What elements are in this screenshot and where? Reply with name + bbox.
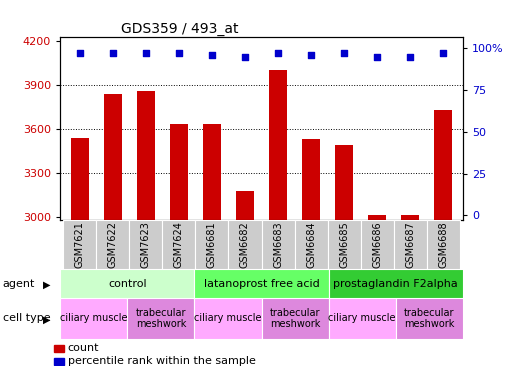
Bar	[236, 191, 254, 366]
Bar	[195, 269, 328, 298]
Text: trabecular
meshwork: trabecular meshwork	[270, 307, 320, 329]
Point	[439, 51, 447, 56]
Bar	[368, 215, 386, 366]
Text: trabecular
meshwork: trabecular meshwork	[135, 307, 186, 329]
Text: percentile rank within the sample: percentile rank within the sample	[68, 356, 256, 366]
Bar	[203, 124, 221, 366]
Bar	[434, 110, 452, 366]
Bar	[396, 298, 463, 339]
Point	[406, 54, 414, 60]
Text: GSM7624: GSM7624	[174, 221, 184, 268]
Text: ciliary muscle: ciliary muscle	[194, 313, 262, 324]
Bar	[195, 298, 262, 339]
Bar	[328, 269, 463, 298]
Text: latanoprost free acid: latanoprost free acid	[203, 279, 320, 289]
Text: trabecular
meshwork: trabecular meshwork	[404, 307, 454, 329]
Bar	[196, 220, 229, 269]
Text: GSM6681: GSM6681	[207, 221, 217, 268]
Text: GSM7623: GSM7623	[141, 221, 151, 268]
Bar	[401, 215, 419, 366]
Bar	[60, 298, 127, 339]
Text: GSM6687: GSM6687	[405, 221, 415, 268]
Text: GDS359 / 493_at: GDS359 / 493_at	[120, 22, 238, 36]
Point	[109, 51, 117, 56]
Text: GSM6688: GSM6688	[438, 221, 448, 268]
Text: ▶: ▶	[43, 314, 51, 325]
Bar	[137, 91, 155, 366]
Text: agent: agent	[3, 279, 35, 289]
Bar	[96, 220, 130, 269]
Point	[274, 51, 282, 56]
Bar	[54, 358, 64, 365]
Text: GSM6682: GSM6682	[240, 221, 250, 268]
Bar	[335, 145, 353, 366]
Point	[76, 51, 84, 56]
Text: GSM6685: GSM6685	[339, 221, 349, 268]
Bar	[262, 220, 294, 269]
Bar	[327, 220, 360, 269]
Bar	[294, 220, 327, 269]
Bar	[427, 220, 460, 269]
Bar	[130, 220, 163, 269]
Point	[142, 51, 150, 56]
Bar	[328, 298, 396, 339]
Text: cell type: cell type	[3, 313, 50, 324]
Point	[373, 54, 381, 60]
Bar	[163, 220, 196, 269]
Bar	[393, 220, 427, 269]
Text: ciliary muscle: ciliary muscle	[328, 313, 396, 324]
Bar	[63, 220, 96, 269]
Text: GSM6684: GSM6684	[306, 221, 316, 268]
Text: GSM7622: GSM7622	[108, 221, 118, 268]
Text: ciliary muscle: ciliary muscle	[60, 313, 128, 324]
Point	[208, 52, 216, 58]
Text: GSM7621: GSM7621	[75, 221, 85, 268]
Bar	[60, 269, 195, 298]
Bar	[104, 94, 122, 366]
Point	[307, 52, 315, 58]
Text: GSM6686: GSM6686	[372, 221, 382, 268]
Bar	[360, 220, 393, 269]
Bar	[302, 139, 320, 366]
Text: ▶: ▶	[43, 280, 51, 290]
Text: count: count	[68, 343, 99, 353]
Bar	[54, 345, 64, 352]
Bar	[71, 138, 89, 366]
Bar	[127, 298, 195, 339]
Text: prostaglandin F2alpha: prostaglandin F2alpha	[333, 279, 458, 289]
Point	[241, 54, 249, 60]
Bar	[170, 124, 188, 366]
Text: GSM6683: GSM6683	[273, 221, 283, 268]
Point	[340, 51, 348, 56]
Point	[175, 51, 183, 56]
Bar	[262, 298, 328, 339]
Text: control: control	[108, 279, 146, 289]
Bar	[269, 70, 287, 366]
Bar	[229, 220, 262, 269]
